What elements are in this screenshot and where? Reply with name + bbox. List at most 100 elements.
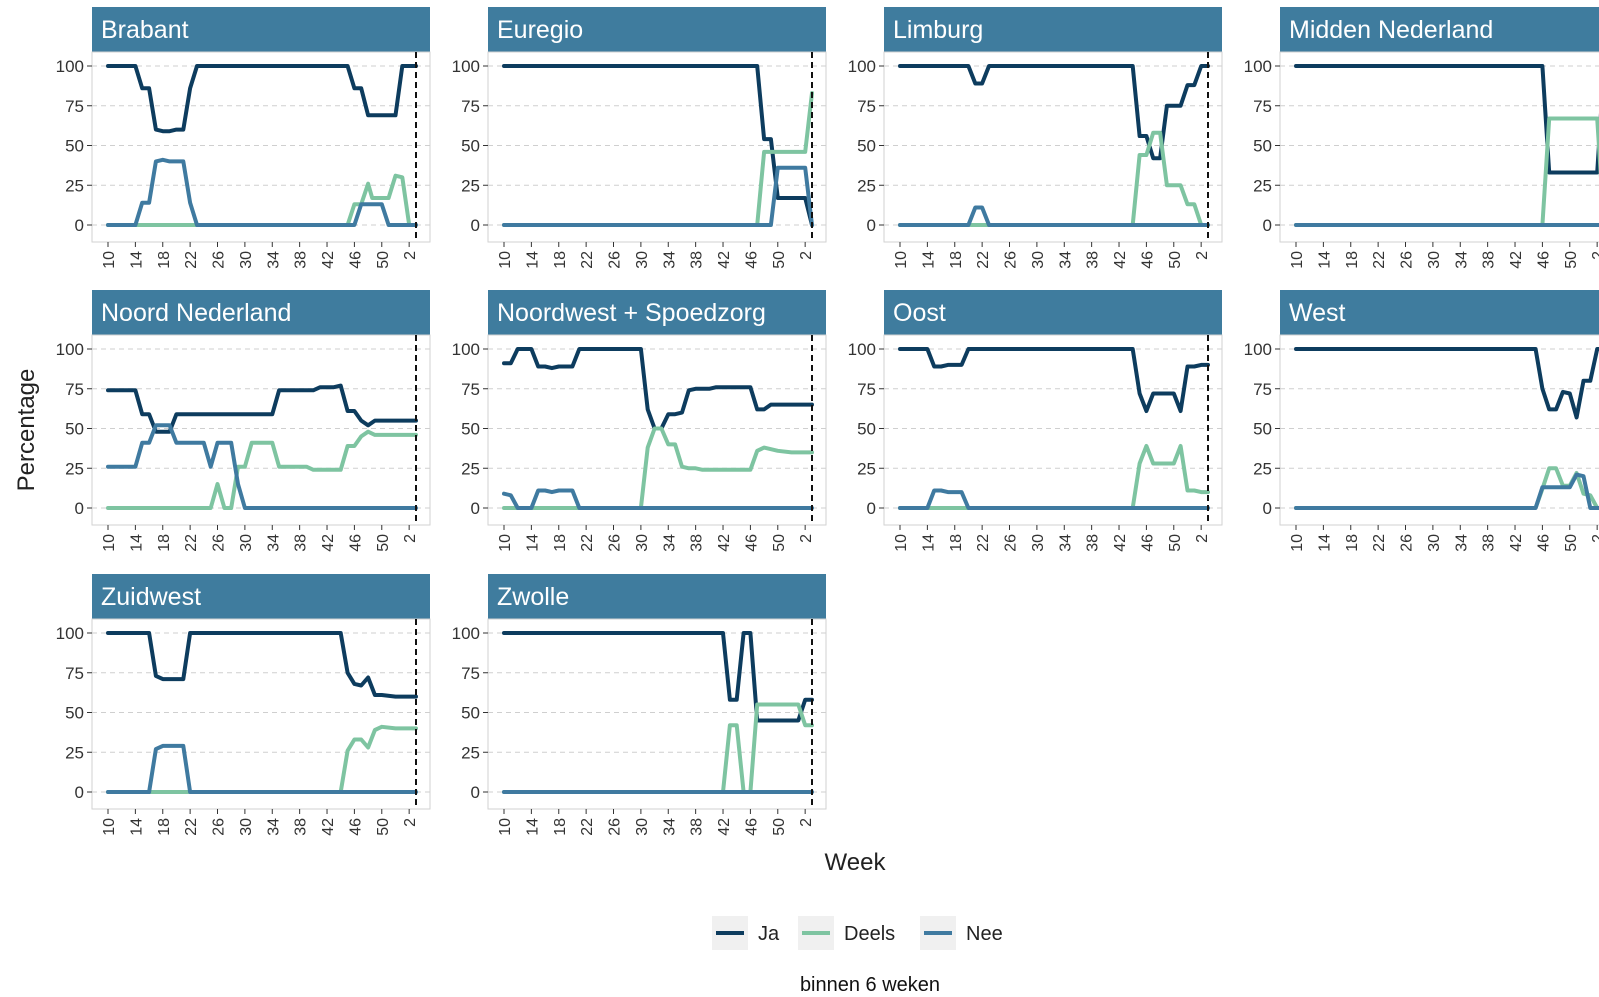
panel-title: Brabant xyxy=(101,16,189,44)
series-line-nee xyxy=(1294,472,1599,510)
y-tick-label: 50 xyxy=(461,420,480,439)
series-line-nee xyxy=(502,488,814,510)
series-line-nee xyxy=(898,205,1210,227)
x-tick-label: 14 xyxy=(128,251,145,269)
x-tick-label: 38 xyxy=(293,818,310,836)
series-line-deels xyxy=(502,702,814,794)
x-tick-label: 14 xyxy=(920,534,937,552)
y-tick-label: 25 xyxy=(857,176,876,195)
x-tick-label: 34 xyxy=(265,534,282,552)
x-tick-label: 14 xyxy=(128,818,145,836)
series-line-nee xyxy=(106,157,418,227)
x-tick-label: 46 xyxy=(1139,534,1156,552)
y-tick-label: 25 xyxy=(1253,176,1272,195)
y-tick-label: 100 xyxy=(56,57,84,76)
x-tick-label: 10 xyxy=(1289,251,1306,269)
y-tick-label: 75 xyxy=(65,97,84,116)
x-tick-label: 30 xyxy=(1030,251,1047,269)
plot-area xyxy=(1279,51,1599,243)
x-tick-label: 2 xyxy=(798,534,815,543)
x-tick-label: 50 xyxy=(1167,534,1184,552)
x-tick-label: 38 xyxy=(1085,534,1102,552)
x-tick-label: 10 xyxy=(1289,534,1306,552)
series-line-deels xyxy=(502,426,814,510)
panel-title: West xyxy=(1289,299,1346,327)
x-tick-label: 2 xyxy=(1194,534,1211,543)
x-axis-title: Week xyxy=(825,849,887,876)
x-tick-label: 10 xyxy=(893,251,910,269)
x-tick-label: 50 xyxy=(1563,534,1580,552)
x-tick-label: 30 xyxy=(1030,534,1047,552)
x-tick-label: 46 xyxy=(743,534,760,552)
y-tick-label: 75 xyxy=(857,97,876,116)
x-tick-label: 46 xyxy=(743,818,760,836)
x-tick-label: 46 xyxy=(1139,251,1156,269)
x-tick-label: 46 xyxy=(347,818,364,836)
x-tick-label: 42 xyxy=(1112,251,1129,269)
plot-area xyxy=(91,618,431,810)
x-tick-label: 18 xyxy=(552,534,569,552)
x-tick-label: 10 xyxy=(893,534,910,552)
panel: Brabant 0 25 50 75 100 10 14 18 22 26 30 34 38 42 46 50 2 xyxy=(56,7,431,269)
x-tick-label: 30 xyxy=(238,534,255,552)
series-line-nee xyxy=(106,743,418,794)
x-tick-label: 42 xyxy=(320,534,337,552)
series-line-ja xyxy=(502,64,814,227)
y-tick-label: 75 xyxy=(65,380,84,399)
panel: Zwolle 0 25 50 75 100 10 14 18 22 26 30 34 38 42 46 50 2 xyxy=(452,574,827,836)
x-tick-label: 26 xyxy=(1003,534,1020,552)
x-tick-label: 50 xyxy=(375,251,392,269)
x-tick-label: 34 xyxy=(265,818,282,836)
panel-title: Noordwest + Spoedzorg xyxy=(497,299,766,327)
x-tick-label: 26 xyxy=(211,818,228,836)
y-tick-label: 25 xyxy=(857,459,876,478)
y-tick-label: 0 xyxy=(867,499,876,518)
x-tick-label: 34 xyxy=(1453,251,1470,269)
x-tick-label: 22 xyxy=(975,534,992,552)
panel-strip xyxy=(92,7,430,52)
panel-strip xyxy=(488,7,826,52)
x-tick-label: 42 xyxy=(1508,251,1525,269)
panel: Oost 0 25 50 75 100 10 14 18 22 26 30 34 38 42 46 50 2 xyxy=(848,290,1223,552)
y-tick-label: 25 xyxy=(461,176,480,195)
series-line-ja xyxy=(898,64,1210,161)
x-tick-label: 22 xyxy=(1371,251,1388,269)
x-tick-label: 18 xyxy=(156,251,173,269)
x-tick-label: 38 xyxy=(293,534,310,552)
y-tick-label: 100 xyxy=(56,624,84,643)
plot-area xyxy=(487,51,827,243)
x-tick-label: 38 xyxy=(293,251,310,269)
x-tick-label: 10 xyxy=(101,534,118,552)
x-tick-label: 34 xyxy=(1057,534,1074,552)
y-tick-label: 75 xyxy=(461,97,480,116)
y-tick-label: 50 xyxy=(461,704,480,723)
x-tick-label: 10 xyxy=(497,534,514,552)
legend-label: Deels xyxy=(844,923,895,945)
x-tick-label: 46 xyxy=(347,251,364,269)
y-tick-label: 50 xyxy=(1253,420,1272,439)
x-tick-label: 10 xyxy=(101,251,118,269)
y-tick-label: 75 xyxy=(461,380,480,399)
legend-label: Ja xyxy=(758,923,780,945)
x-tick-label: 30 xyxy=(1426,251,1443,269)
x-tick-label: 14 xyxy=(1316,534,1333,552)
x-tick-label: 46 xyxy=(1535,251,1552,269)
x-tick-label: 26 xyxy=(211,251,228,269)
panel-title: Euregio xyxy=(497,16,583,44)
x-tick-label: 34 xyxy=(661,534,678,552)
x-tick-label: 18 xyxy=(1344,251,1361,269)
x-tick-label: 14 xyxy=(524,251,541,269)
y-tick-label: 50 xyxy=(65,420,84,439)
panel: Noord Nederland 0 25 50 75 100 10 14 18 22 26 30 34 3… xyxy=(56,290,431,552)
panel: Zuidwest 0 25 50 75 100 10 14 18 22 26 30 34 38 42 46 50… xyxy=(56,574,431,836)
x-tick-label: 18 xyxy=(552,251,569,269)
x-tick-label: 30 xyxy=(634,251,651,269)
x-tick-label: 22 xyxy=(579,534,596,552)
x-tick-label: 22 xyxy=(579,251,596,269)
x-tick-label: 50 xyxy=(1167,251,1184,269)
x-tick-label: 50 xyxy=(375,534,392,552)
panel-title: Noord Nederland xyxy=(101,299,291,327)
y-tick-label: 100 xyxy=(452,624,480,643)
